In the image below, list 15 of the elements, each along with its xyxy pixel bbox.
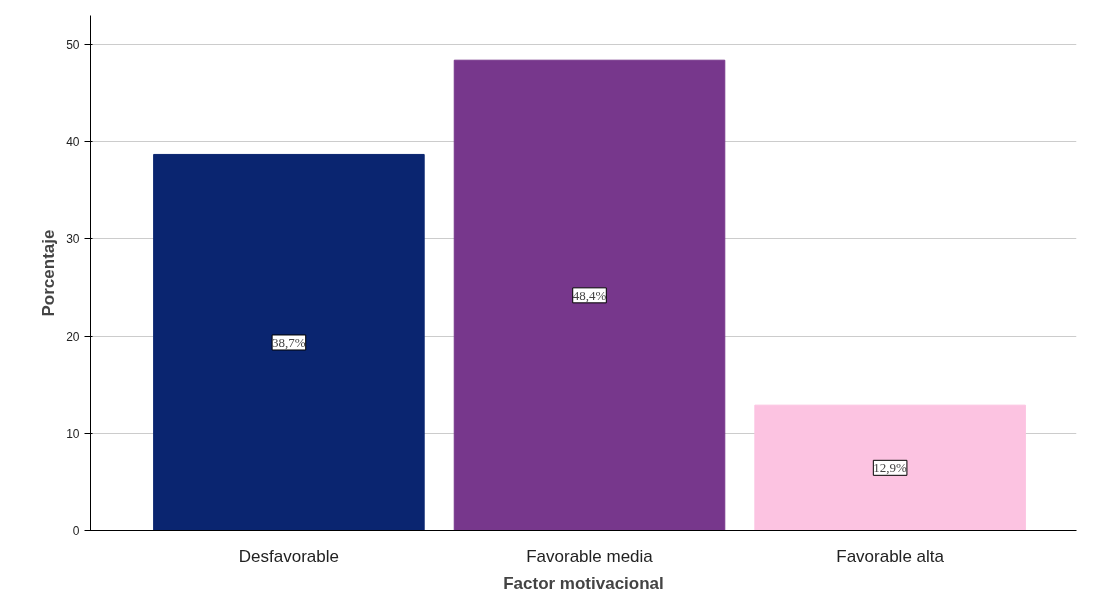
bar bbox=[754, 404, 1026, 531]
y-tick-label: 40 bbox=[66, 135, 80, 150]
bar bbox=[453, 59, 726, 531]
data-label: 48,4% bbox=[572, 287, 607, 303]
x-tick-label: Favorable alta bbox=[836, 546, 945, 566]
y-tick-label: 10 bbox=[66, 426, 80, 441]
bar bbox=[153, 153, 425, 531]
y-tick-label: 30 bbox=[66, 232, 80, 247]
x-tick-label: Desfavorable bbox=[238, 546, 339, 566]
y-axis-title: Porcentaje bbox=[39, 229, 59, 317]
y-tick-label: 50 bbox=[66, 38, 80, 53]
y-tick-label: 20 bbox=[66, 329, 80, 344]
x-axis-title: Factor motivacional bbox=[503, 573, 664, 593]
y-tick-label: 0 bbox=[72, 524, 80, 538]
x-tick-label: Favorable media bbox=[526, 546, 654, 566]
